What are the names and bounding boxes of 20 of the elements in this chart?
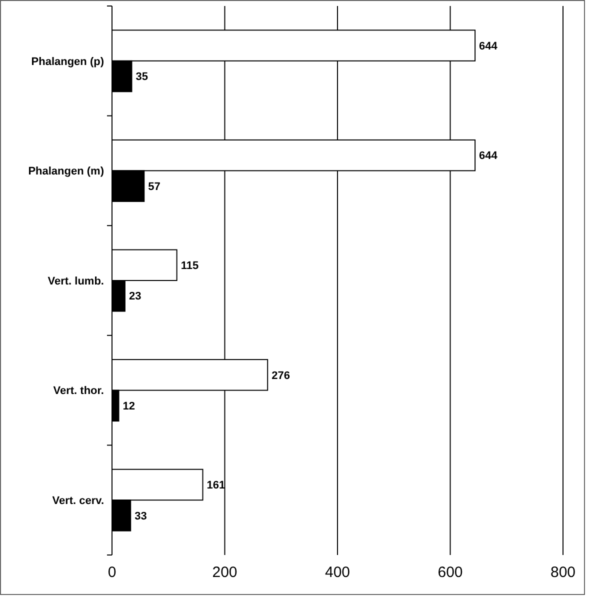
y-tick-label: Vert. cerv. (52, 494, 104, 507)
x-tick-label: 600 (438, 564, 463, 581)
data-label: 115 (180, 260, 199, 272)
y-tick-label: Phalangen (p) (31, 56, 104, 68)
data-label: 644 (479, 40, 498, 52)
x-tick-label: 0 (108, 564, 116, 581)
data-label: 35 (136, 71, 148, 84)
y-tick-label: Phalangen (m) (28, 166, 104, 178)
x-tick-label: 200 (212, 564, 238, 581)
x-tick-label: 800 (550, 564, 576, 581)
data-label: 12 (122, 400, 136, 413)
y-tick-label: Vert. lumb. (48, 275, 104, 288)
y-tick-label: Vert. thor. (53, 385, 104, 398)
data-label: 33 (134, 510, 147, 522)
data-label: 57 (148, 180, 160, 193)
data-label: 161 (206, 480, 226, 492)
x-tick-label: 400 (324, 564, 350, 581)
data-label: 276 (272, 370, 290, 382)
data-label: 644 (479, 150, 498, 162)
data-label: 23 (128, 290, 142, 303)
